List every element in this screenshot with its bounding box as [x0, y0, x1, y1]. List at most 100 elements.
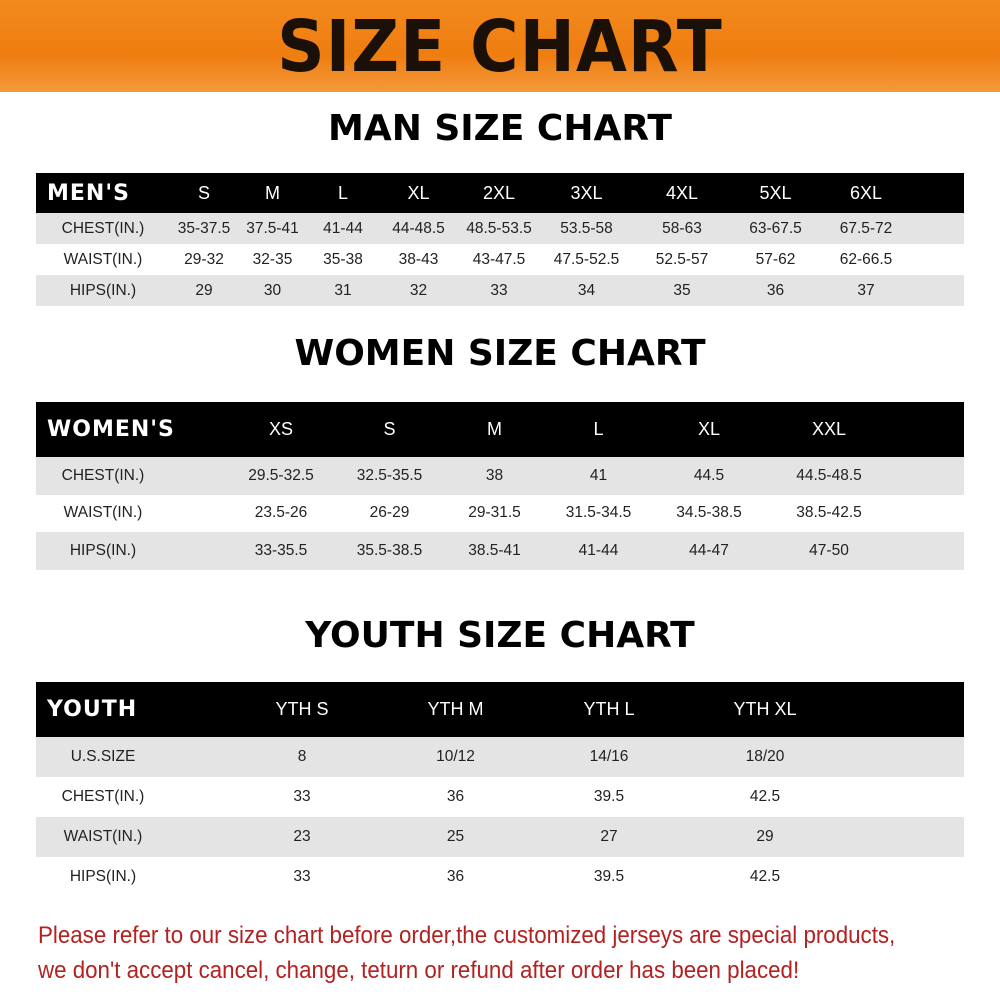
- size-header: 5XL: [759, 182, 792, 203]
- table-cell: 36: [446, 868, 465, 885]
- row-label: U.S.SIZE: [70, 748, 136, 765]
- table-cell: 25: [446, 828, 465, 845]
- header-label: WOMEN'S: [47, 417, 175, 442]
- table-cell: 38.5-42.5: [796, 504, 862, 522]
- row-label: HIPS(IN.): [69, 281, 137, 299]
- table-cell: 35-38: [323, 250, 363, 268]
- table-row: U.S.SIZE 8 10/12 14/16 18/20: [36, 737, 964, 777]
- table-row: CHEST(IN.) 29.5-32.5 32.5-35.5 38 41 44.5 44.5…: [36, 457, 964, 495]
- women-size-table: WOMEN'S XS S M L XL XXL CHEST(IN.) 29.5-32.5 32.5…: [36, 402, 964, 570]
- men-size-table: MEN'S S M L XL 2XL 3XL 4XL 5XL 6XL CHEST(IN.) 35-37…: [36, 173, 964, 306]
- size-header: S: [383, 419, 396, 439]
- men-section-title: MAN SIZE CHART: [328, 108, 672, 149]
- table-cell: 53.5-58: [560, 219, 613, 237]
- row-label: HIPS(IN.): [69, 868, 137, 885]
- youth-size-table: YOUTH YTH S YTH M YTH L YTH XL U.S.SIZE 8 10/12…: [36, 682, 964, 897]
- table-cell: 37.5-41: [246, 219, 299, 237]
- table-row: WAIST(IN.) 29-32 32-35 35-38 38-43 43-47.5 47.…: [36, 244, 964, 275]
- page-title: SIZE CHART: [277, 4, 723, 88]
- table-cell: 35.5-38.5: [356, 541, 423, 559]
- size-header: XL: [407, 182, 430, 203]
- notice-line-1: Please refer to our size chart before or…: [38, 922, 896, 949]
- table-cell: 34.5-38.5: [676, 504, 742, 522]
- table-cell: 47.5-52.5: [553, 250, 620, 268]
- size-header: L: [593, 419, 604, 439]
- header-label: MEN'S: [47, 180, 130, 206]
- row-label: CHEST(IN.): [61, 466, 145, 484]
- table-cell: 38.5-41: [468, 541, 521, 559]
- size-header: YTH M: [427, 699, 484, 719]
- table-cell: 33: [293, 868, 311, 885]
- table-cell: 43-47.5: [472, 250, 526, 268]
- table-cell: 32: [409, 281, 428, 299]
- size-header: 3XL: [570, 182, 603, 203]
- table-cell: 35: [673, 281, 691, 299]
- size-header: L: [337, 182, 348, 203]
- table-cell: 52.5-57: [655, 250, 709, 268]
- table-row: CHEST(IN.) 35-37.5 37.5-41 41-44 44-48.5 48.5…: [36, 213, 964, 244]
- table-row: HIPS(IN.) 33-35.5 35.5-38.5 38.5-41 41-44 44-…: [36, 532, 964, 570]
- table-cell: 38-43: [398, 250, 439, 268]
- table-row: WAIST(IN.) 23.5-26 26-29 29-31.5 31.5-34.5 34…: [36, 495, 964, 533]
- table-cell: 48.5-53.5: [466, 219, 532, 237]
- table-cell: 42.5: [749, 788, 781, 805]
- table-cell: 32.5-35.5: [356, 466, 423, 484]
- header-label: YOUTH: [47, 697, 138, 722]
- row-label: WAIST(IN.): [63, 250, 143, 268]
- size-header: YTH L: [583, 699, 635, 719]
- table-cell: 63-67.5: [749, 219, 802, 237]
- table-cell: 30: [263, 281, 282, 299]
- table-cell: 10/12: [436, 748, 475, 765]
- row-label: HIPS(IN.): [69, 541, 137, 559]
- table-cell: 8: [297, 748, 307, 765]
- table-cell: 14/16: [589, 748, 629, 765]
- table-cell: 67.5-72: [839, 219, 893, 237]
- table-cell: 44.5-48.5: [796, 466, 862, 484]
- table-cell: 29: [756, 828, 774, 845]
- table-header-row: WOMEN'S XS S M L XL XXL: [36, 402, 964, 457]
- table-cell: 41: [589, 466, 608, 484]
- table-cell: 18/20: [745, 748, 785, 765]
- size-header: YTH S: [275, 699, 329, 719]
- size-header: M: [265, 182, 280, 203]
- table-cell: 23: [293, 828, 311, 845]
- table-header-row: YOUTH YTH S YTH M YTH L YTH XL: [36, 682, 964, 737]
- table-row: HIPS(IN.) 33 36 39.5 42.5: [36, 857, 964, 897]
- table-cell: 27: [600, 828, 618, 845]
- table-cell: 41-44: [578, 541, 619, 559]
- table-cell: 32-35: [252, 250, 293, 268]
- table-row: HIPS(IN.) 29 30 31 32 33 34 35 36 37: [36, 275, 964, 306]
- table-cell: 62-66.5: [839, 250, 893, 268]
- table-cell: 36: [446, 788, 465, 805]
- row-label: CHEST(IN.): [61, 219, 145, 237]
- table-cell: 35-37.5: [177, 219, 231, 237]
- youth-section-title: YOUTH SIZE CHART: [305, 615, 695, 656]
- size-header: XS: [268, 419, 293, 439]
- table-cell: 41-44: [323, 219, 363, 237]
- table-cell: 34: [577, 281, 596, 299]
- table-cell: 42.5: [749, 868, 781, 885]
- table-header-row: MEN'S S M L XL 2XL 3XL 4XL 5XL 6XL: [36, 173, 964, 213]
- size-header: 2XL: [482, 182, 516, 203]
- table-cell: 44-48.5: [392, 219, 445, 237]
- table-cell: 29.5-32.5: [248, 466, 314, 484]
- table-cell: 57-62: [755, 250, 796, 268]
- table-cell: 39.5: [593, 788, 625, 805]
- table-cell: 33-35.5: [254, 541, 308, 559]
- table-cell: 23.5-26: [254, 504, 308, 522]
- table-cell: 38: [485, 466, 504, 484]
- row-label: WAIST(IN.): [63, 828, 143, 845]
- table-cell: 29: [195, 281, 213, 299]
- table-cell: 29-32: [184, 250, 224, 268]
- size-header: 4XL: [665, 182, 699, 203]
- size-header: XL: [697, 419, 721, 439]
- table-row: CHEST(IN.) 33 36 39.5 42.5: [36, 777, 964, 817]
- table-cell: 33: [293, 788, 311, 805]
- row-label: CHEST(IN.): [61, 788, 145, 805]
- table-cell: 33: [490, 281, 508, 299]
- size-header: S: [197, 182, 210, 203]
- table-cell: 47-50: [809, 541, 849, 559]
- women-section-title: WOMEN SIZE CHART: [294, 333, 706, 374]
- notice-line-2: we don't accept cancel, change, teturn o…: [38, 957, 800, 984]
- table-cell: 26-29: [369, 504, 410, 522]
